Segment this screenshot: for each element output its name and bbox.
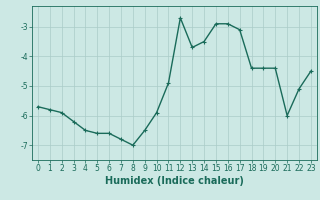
X-axis label: Humidex (Indice chaleur): Humidex (Indice chaleur) <box>105 176 244 186</box>
